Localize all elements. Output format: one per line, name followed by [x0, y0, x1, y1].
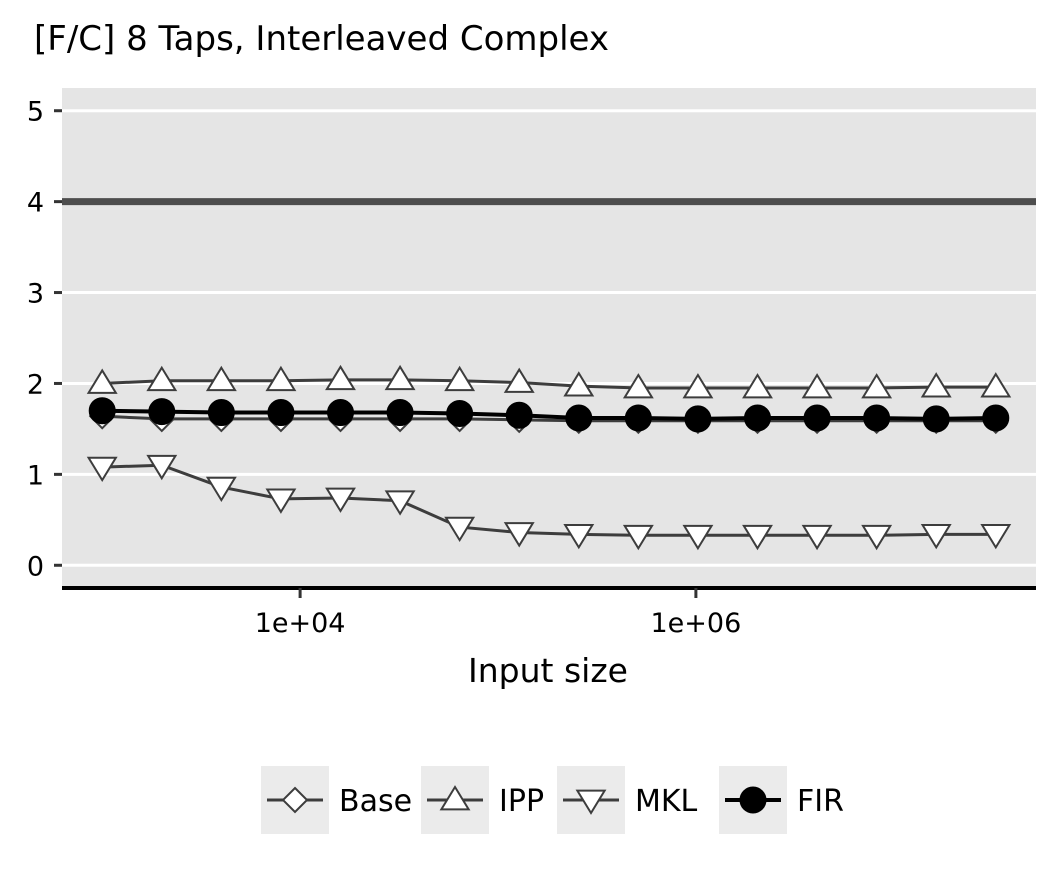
legend-key-marker	[439, 785, 471, 811]
y-tick-label: 4	[27, 188, 44, 219]
y-tick-label: 2	[27, 369, 44, 400]
data-point-mkl	[503, 522, 535, 548]
data-point-ipp	[622, 373, 654, 399]
data-point-fir	[922, 405, 950, 433]
chart-title: [F/C] 8 Taps, Interleaved Complex	[34, 19, 609, 59]
data-point-ipp	[920, 372, 952, 398]
data-point-fir	[863, 404, 891, 432]
data-point-fir	[446, 399, 474, 427]
data-point-fir	[207, 399, 235, 427]
data-point-ipp	[86, 368, 118, 394]
legend-label: IPP	[499, 784, 544, 819]
axes: 0 1 2 3 4 5 1e+04 1e+06	[27, 97, 1036, 639]
y-tick-label: 3	[27, 279, 44, 310]
plot-panel	[62, 88, 1036, 588]
data-point-fir	[744, 404, 772, 432]
series-group	[86, 364, 1012, 551]
legend-label: MKL	[635, 784, 698, 819]
legend-label: FIR	[797, 784, 844, 819]
series-fir	[88, 397, 1010, 433]
data-point-mkl	[384, 490, 416, 516]
data-point-mkl	[563, 524, 595, 550]
legend-item-ipp: IPP	[421, 766, 544, 834]
data-point-mkl	[980, 524, 1012, 550]
series-line-fir	[102, 408, 996, 421]
data-point-mkl	[801, 524, 833, 551]
data-point-fir	[684, 405, 712, 433]
data-point-ipp	[861, 373, 893, 399]
data-point-fir	[565, 404, 593, 432]
legend-key-marker	[281, 786, 309, 814]
data-point-mkl	[920, 524, 952, 550]
y-tick-label: 0	[27, 551, 44, 582]
data-point-fir	[803, 404, 831, 432]
data-point-mkl	[861, 524, 893, 551]
y-tick-label: 1	[27, 460, 44, 491]
data-point-fir	[326, 399, 354, 427]
x-axis-title: Input size	[468, 651, 628, 690]
series-ipp	[86, 364, 1012, 399]
data-point-mkl	[682, 524, 714, 551]
data-point-mkl	[325, 487, 356, 513]
data-point-ipp	[980, 372, 1012, 398]
data-point-ipp	[205, 365, 237, 392]
data-point-mkl	[265, 488, 297, 514]
data-point-fir	[267, 399, 295, 427]
legend-key-marker	[575, 789, 607, 815]
data-point-fir	[148, 398, 176, 426]
legend-item-fir: FIR	[719, 766, 844, 834]
series-line-ipp	[102, 378, 996, 390]
data-point-mkl	[86, 456, 118, 483]
legend-key-marker	[739, 786, 767, 814]
y-tick-label: 5	[27, 97, 44, 128]
data-point-ipp	[325, 364, 356, 391]
legend: Base IPP MKL FIR	[261, 766, 844, 834]
data-point-mkl	[622, 524, 654, 551]
data-point-ipp	[444, 365, 476, 392]
data-point-ipp	[682, 373, 714, 399]
legend-label: Base	[339, 784, 412, 819]
data-point-mkl	[146, 454, 178, 481]
data-point-fir	[624, 404, 652, 432]
data-point-ipp	[384, 364, 416, 391]
data-point-mkl	[444, 516, 476, 543]
legend-item-base: Base	[261, 766, 412, 834]
x-tick-label: 1e+06	[651, 608, 742, 639]
data-point-fir	[88, 397, 116, 425]
data-point-ipp	[146, 365, 178, 392]
data-point-ipp	[503, 367, 535, 393]
data-point-fir	[386, 399, 414, 427]
series-line-base	[102, 414, 996, 423]
data-point-ipp	[265, 365, 297, 392]
x-tick-label: 1e+04	[255, 608, 346, 639]
data-point-ipp	[563, 371, 595, 397]
legend-item-mkl: MKL	[557, 766, 698, 834]
data-point-fir	[505, 401, 533, 429]
series-line-mkl	[102, 463, 996, 537]
data-point-mkl	[205, 476, 237, 503]
data-point-fir	[982, 404, 1010, 432]
data-point-ipp	[742, 373, 773, 399]
data-point-mkl	[742, 524, 773, 551]
series-mkl	[86, 454, 1012, 551]
data-point-ipp	[801, 373, 833, 399]
